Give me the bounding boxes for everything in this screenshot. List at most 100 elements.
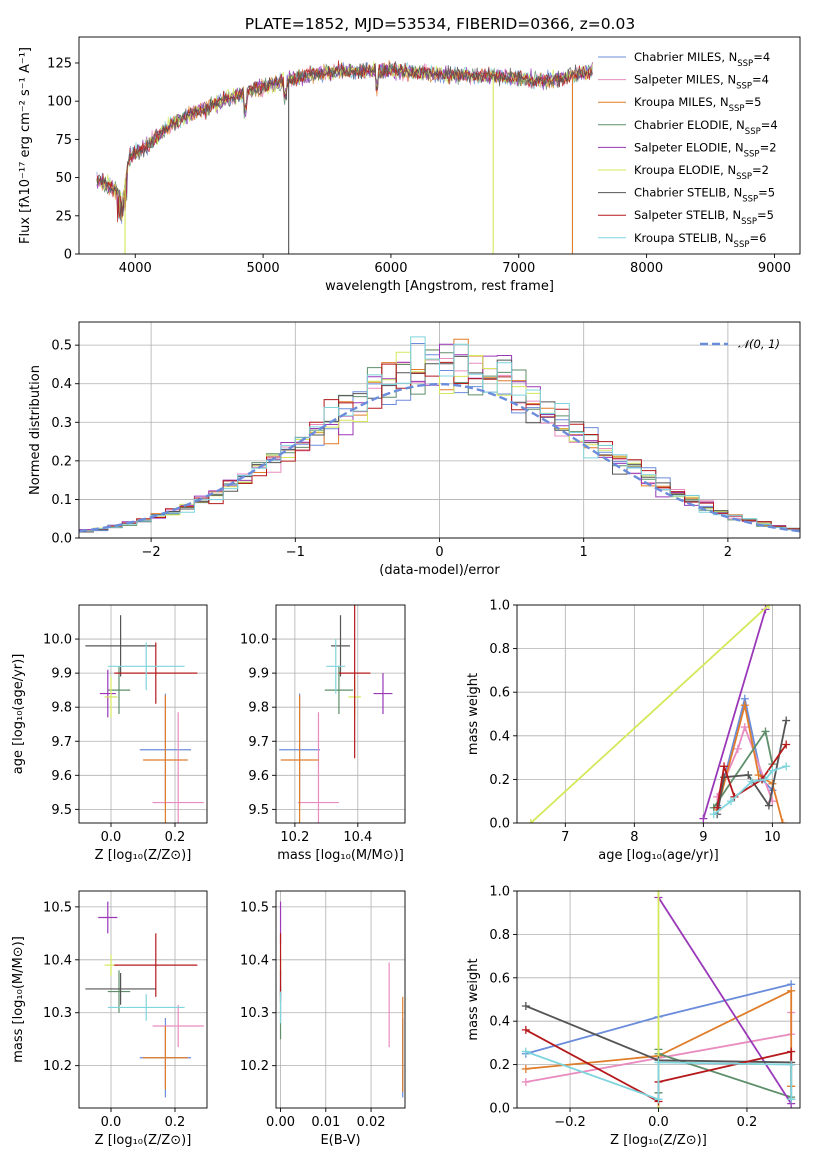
legend-nssp-subscript: SSP xyxy=(741,217,757,227)
x-axis-label: Z [log₁₀(Z/Z⊙)] xyxy=(95,1133,192,1148)
errorbar-kroupa-elodie xyxy=(104,676,118,718)
y-tick-label: 9.7 xyxy=(248,735,269,750)
y-tick-label: 9.7 xyxy=(51,735,72,750)
x-tick-label: 0.0 xyxy=(648,1115,669,1130)
mass-vs-metallicity-panel: 0.0 0.2 10.2 10.3 10.4 10.5 Z [log₁₀(Z/Z⊙)] mas… xyxy=(11,890,208,1148)
y-tick-label: 0.5 xyxy=(51,339,72,354)
legend-model-name: Salpeter STELIB xyxy=(634,208,725,222)
errorbar-kroupa-miles xyxy=(143,1025,188,1090)
errorbar-salpeter-stelib xyxy=(114,642,198,704)
weight-line xyxy=(657,897,792,1105)
x-tick-label: −0.2 xyxy=(554,1115,586,1130)
legend-normal-label: 𝒩(0, 1) xyxy=(738,337,780,351)
y-tick-label: 10.2 xyxy=(43,1059,72,1074)
legend-model-name: Salpeter ELODIE xyxy=(634,140,728,154)
legend-entry: Salpeter MILES, NSSP=4 xyxy=(634,73,769,92)
y-tick-label: 0 xyxy=(64,248,72,263)
x-tick-label: 9000 xyxy=(758,261,791,276)
legend-nssp-prefix: , N xyxy=(718,231,734,245)
legend-nssp-prefix: , N xyxy=(713,95,729,109)
weight-point-marker xyxy=(768,766,777,775)
y-tick-label: 10.5 xyxy=(240,900,269,915)
y-tick-label: 0.2 xyxy=(489,773,510,788)
legend-nssp-value: =5 xyxy=(757,208,774,222)
x-tick-label: 4000 xyxy=(119,261,152,276)
weight-point-marker xyxy=(521,1002,530,1011)
weight-point-marker xyxy=(709,810,718,819)
weight-point-marker xyxy=(654,1058,663,1067)
x-tick-label: 0.2 xyxy=(737,1115,758,1130)
y-tick-label: 0.4 xyxy=(489,729,510,744)
x-tick-label: 2 xyxy=(724,545,732,560)
y-tick-label: 10.0 xyxy=(43,633,72,648)
weight-point-marker xyxy=(744,771,753,780)
y-tick-label: 10.5 xyxy=(43,900,72,915)
legend-entry: Chabrier STELIB, NSSP=5 xyxy=(634,186,775,205)
legend-nssp-prefix: , N xyxy=(726,186,742,200)
x-tick-label: 10.4 xyxy=(343,830,372,845)
axes-frame: 0.0 0.2 9.5 9.6 9.7 9.8 9.9 10.0 Z [log₁₀(Z/Z⊙)]… xyxy=(11,604,208,863)
axes-frame: 0.00 0.01 0.02 10.2 10.3 10.4 10.5 E(B-V) xyxy=(240,890,406,1148)
axes-border xyxy=(78,890,208,1109)
y-tick-label: 1.0 xyxy=(489,885,510,900)
weight-point-marker xyxy=(733,744,742,753)
y-tick-label: 1.0 xyxy=(489,599,510,614)
mass-vs-reddening-panel: 0.00 0.01 0.02 10.2 10.3 10.4 10.5 E(B-V) xyxy=(240,890,406,1148)
y-tick-label: 10.2 xyxy=(240,1059,269,1074)
legend-nssp-subscript: SSP xyxy=(729,104,745,114)
x-tick-label: −2 xyxy=(142,545,161,560)
legend-entry: Chabrier ELODIE, NSSP=4 xyxy=(634,118,778,137)
weight-point-marker xyxy=(764,801,773,810)
weight-line xyxy=(713,765,787,816)
legend-nssp-value: =5 xyxy=(758,186,775,200)
y-tick-label: 9.5 xyxy=(51,803,72,818)
axes-border xyxy=(275,604,406,824)
y-axis-label: Normed distribution xyxy=(28,365,43,495)
y-tick-label: 0.8 xyxy=(489,928,510,943)
legend-nssp-prefix: , N xyxy=(720,73,736,87)
weight-point-marker xyxy=(654,891,663,895)
weight-series-chabrier-elodie xyxy=(654,1045,796,1102)
y-tick-label: 9.8 xyxy=(248,701,269,716)
histogram-kroupa-stelib xyxy=(79,336,800,534)
legend-nssp-value: =4 xyxy=(752,73,769,87)
axes-border xyxy=(78,604,208,824)
residuals-panel: −2 −1 0 1 2 0.0 0.1 0.2 0.3 0.4 0.5 (data-model)/er… xyxy=(28,321,801,578)
x-tick-label: 1 xyxy=(580,545,588,560)
errorbar-kroupa-stelib xyxy=(107,994,185,1021)
weight-point-marker xyxy=(787,986,796,995)
weight-point-marker xyxy=(764,605,773,609)
weight-series-kroupa-stelib xyxy=(521,1047,796,1104)
y-tick-label: 0.0 xyxy=(51,532,72,547)
errorbar-salpeter-elodie xyxy=(99,669,116,718)
plot-area xyxy=(85,615,204,823)
x-tick-label: 7 xyxy=(561,830,569,845)
errorbar-salpeter-miles xyxy=(152,712,204,823)
errorbar-kroupa-stelib xyxy=(326,639,346,694)
plot-area xyxy=(279,605,393,823)
errorbar-chabrier-stelib xyxy=(331,615,350,677)
x-tick-label: 8000 xyxy=(630,261,663,276)
legend-model-name: Kroupa STELIB xyxy=(634,231,718,245)
x-axis-label: mass [log₁₀(M/M⊙)] xyxy=(277,848,404,863)
y-tick-label: 9.8 xyxy=(51,701,72,716)
plot-area xyxy=(96,59,593,254)
axes-border xyxy=(516,604,801,824)
weight-point-marker xyxy=(526,819,535,823)
weight-series-kroupa-stelib xyxy=(709,762,791,819)
weight-point-marker xyxy=(761,775,770,784)
weight-point-marker xyxy=(778,819,787,823)
legend-nssp-prefix: , N xyxy=(721,50,737,64)
weight-point-marker xyxy=(761,727,770,736)
legend-nssp-subscript: SSP xyxy=(734,240,750,250)
normal-reference-curve xyxy=(79,382,800,533)
errorbar-kroupa-miles xyxy=(143,695,188,823)
weight-vs-metallicity-panel: −0.2 0.0 0.2 0.0 0.2 0.4 0.6 0.8 1.0 Z [log₁₀(Z/Z… xyxy=(466,885,801,1148)
legend-nssp-prefix: , N xyxy=(725,208,741,222)
figure-title: PLATE=1852, MJD=53534, FIBERID=0366, z=0… xyxy=(245,15,635,33)
axes-border xyxy=(78,36,801,255)
y-tick-label: 9.5 xyxy=(248,803,269,818)
legend-nssp-value: =4 xyxy=(761,118,778,132)
y-tick-label: 0.4 xyxy=(51,377,72,392)
